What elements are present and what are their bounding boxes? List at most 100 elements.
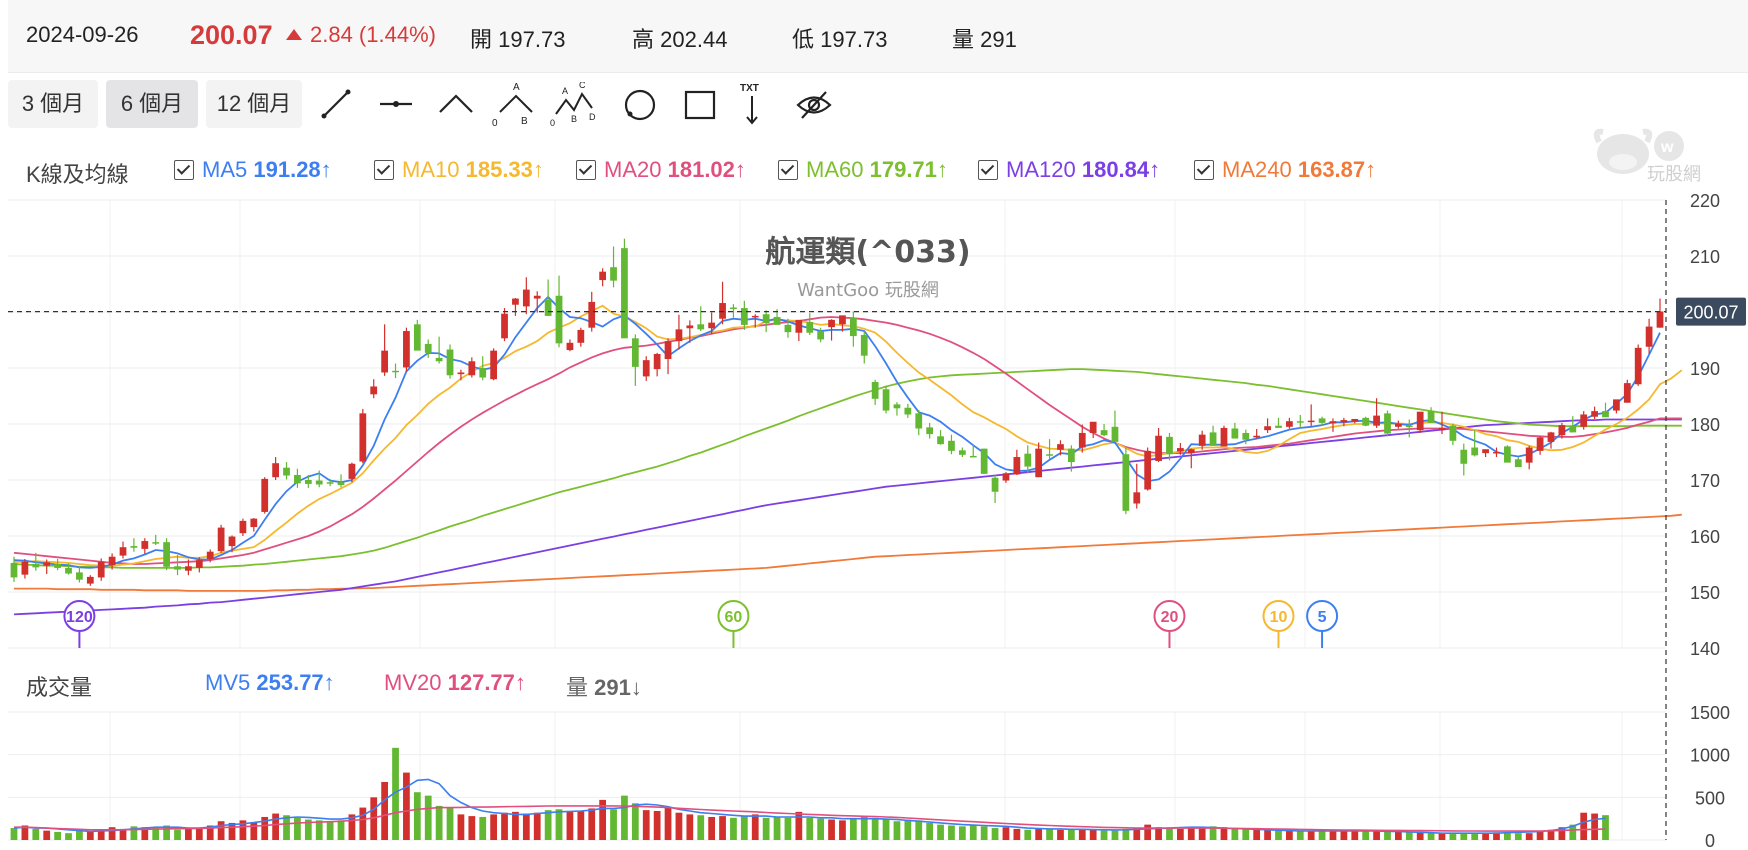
ma60-checkbox[interactable] [778, 160, 798, 180]
candle-body [1482, 449, 1489, 454]
line-tool-icon[interactable] [312, 82, 360, 128]
candle-body [457, 372, 465, 375]
volume-bar [21, 825, 29, 840]
candlestick [195, 557, 203, 573]
range-3m-button[interactable]: 3 個月 [8, 80, 98, 128]
volume-bar [65, 833, 72, 840]
ma-marker-5: 5 [1306, 600, 1339, 648]
volume-bar [1405, 832, 1413, 840]
volume-bar [1275, 830, 1282, 840]
candle-body [1002, 473, 1010, 481]
candlestick [1438, 411, 1446, 435]
angle-tool-icon[interactable] [432, 82, 480, 128]
volume-bar [860, 816, 868, 840]
candle-body [566, 342, 574, 351]
volume-bar [228, 822, 236, 840]
candle-body [1166, 436, 1173, 455]
ma20-toggle[interactable]: MA20 181.02↑ [576, 157, 746, 183]
vol-arrow-icon: ↓ [630, 675, 642, 700]
ma240-checkbox[interactable] [1194, 160, 1214, 180]
candlestick [174, 555, 181, 576]
candle-body [631, 338, 639, 367]
mv5-arrow-icon: ↑ [323, 670, 335, 695]
candlestick [294, 468, 301, 488]
volume-bar [1144, 824, 1152, 840]
candle-body [337, 482, 345, 486]
volume-bar [76, 830, 83, 840]
volume-bar [1166, 828, 1173, 840]
volume-bar [43, 830, 51, 840]
candle-body [97, 561, 105, 578]
rectangle-tool-icon[interactable] [676, 82, 724, 128]
quote-date: 2024-09-26 [26, 22, 139, 47]
candlestick [533, 291, 541, 313]
volume-bar [359, 807, 367, 840]
candlestick [1602, 402, 1609, 418]
horizontal-line-tool-icon[interactable] [372, 82, 420, 128]
candlestick [1002, 472, 1010, 483]
candlestick [1275, 417, 1282, 428]
candlestick [1231, 422, 1239, 439]
candlestick [1166, 432, 1173, 461]
vol-value: 291 [594, 675, 631, 700]
ma240-toggle[interactable]: MA240 163.87↑ [1194, 157, 1376, 183]
candlestick [1504, 445, 1511, 463]
candlestick [359, 408, 367, 464]
candlestick [108, 553, 116, 570]
volume-bar [479, 816, 487, 840]
candlestick [21, 558, 29, 579]
candle-body [1395, 424, 1402, 427]
circle-tool-icon[interactable] [616, 82, 664, 128]
kline-chart[interactable]: 220210200190180170160150140150010005000航… [0, 190, 1748, 850]
text-arrow-tool-icon[interactable]: TXT [728, 82, 776, 128]
mv5-line [13, 778, 1606, 835]
candle-body [250, 518, 258, 528]
volume-bar [348, 814, 356, 840]
volume-bar [1057, 829, 1064, 840]
candlestick [468, 357, 476, 378]
volume-bar [828, 819, 835, 840]
volume-bar [1231, 828, 1239, 840]
candle-body [1525, 447, 1533, 463]
abc-pattern-tool-icon[interactable]: A B 0 [492, 82, 540, 129]
volume-bar [381, 781, 389, 840]
candlestick [980, 448, 988, 474]
ma10-checkbox[interactable] [374, 160, 394, 180]
volume-bar [32, 828, 40, 840]
candlestick [501, 308, 508, 342]
volume-bar [1089, 829, 1097, 840]
quote-change-value: 2.84 (1.44%) [310, 22, 436, 47]
ma120-checkbox[interactable] [978, 160, 998, 180]
abcd-pattern-tool-icon[interactable]: A C B D 0 [550, 80, 598, 128]
candle-body [43, 562, 51, 566]
volume-bar [1438, 833, 1446, 840]
candle-body [1111, 426, 1119, 442]
candle-body [1340, 420, 1348, 423]
volume-bar [730, 817, 737, 840]
volume-bar [195, 828, 203, 840]
volume-bar [1318, 830, 1326, 840]
candlestick [1198, 430, 1206, 450]
candlestick [43, 559, 51, 575]
candle-body [174, 566, 181, 570]
range-6m-button[interactable]: 6 個月 [106, 80, 198, 128]
range-12m-button[interactable]: 12 個月 [206, 80, 302, 128]
ma5-toggle[interactable]: MA5 191.28↑ [174, 157, 332, 183]
ma-marker-label: 20 [1161, 609, 1179, 626]
candlestick [1122, 446, 1130, 515]
ma20-checkbox[interactable] [576, 160, 596, 180]
candle-body [871, 382, 879, 399]
candlestick [283, 462, 290, 480]
ma120-toggle[interactable]: MA120 180.84↑ [978, 157, 1160, 183]
candlestick [217, 524, 225, 553]
candle-body [1460, 449, 1468, 464]
volume-tick-label: 1000 [1690, 746, 1730, 766]
candle-body [773, 317, 781, 325]
volume-bar [991, 828, 999, 840]
ma5-checkbox[interactable] [174, 160, 194, 180]
ma60-toggle[interactable]: MA60 179.71↑ [778, 157, 948, 183]
ma10-toggle[interactable]: MA10 185.33↑ [374, 157, 544, 183]
hide-drawings-icon[interactable] [790, 82, 838, 128]
candle-body [1449, 425, 1457, 441]
candlestick [163, 538, 170, 571]
